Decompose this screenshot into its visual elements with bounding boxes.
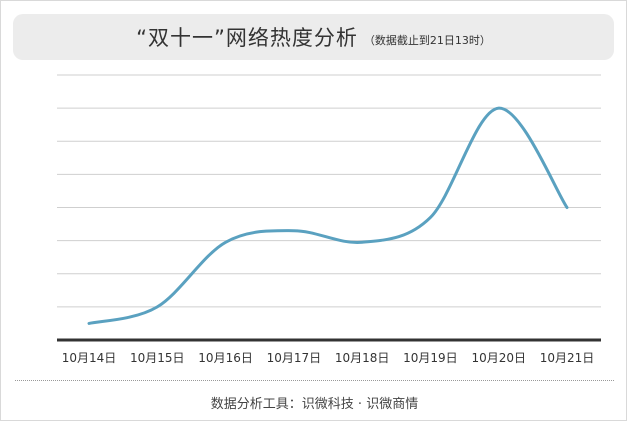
chart-title: “双十一”网络热度分析 (136, 26, 358, 50)
x-tick-label: 10月21日 (540, 351, 595, 365)
x-tick-label: 10月18日 (335, 351, 390, 365)
series-group (87, 106, 569, 325)
chart-subtitle: （数据截止到21日13时） (363, 34, 491, 47)
gridlines (57, 74, 601, 308)
series-line (87, 106, 569, 325)
footer-divider (15, 380, 614, 381)
x-tick-label: 10月17日 (267, 351, 322, 365)
x-tick-label: 10月20日 (471, 351, 526, 365)
x-tick-label: 10月14日 (62, 351, 117, 365)
x-tick-labels: 10月14日 10月15日 10月16日 10月17日 10月18日 10月19日 10月2… (62, 351, 595, 365)
x-tick-label: 10月15日 (130, 351, 185, 365)
x-tick-label: 10月16日 (198, 351, 253, 365)
title-bar: “双十一”网络热度分析 （数据截止到21日13时） (13, 14, 614, 60)
footer-source: 数据分析工具：识微科技 · 识微商情 (210, 397, 419, 412)
title: “双十一”网络热度分析 （数据截止到21日13时） (13, 14, 614, 60)
x-tick-label: 10月19日 (403, 351, 458, 365)
